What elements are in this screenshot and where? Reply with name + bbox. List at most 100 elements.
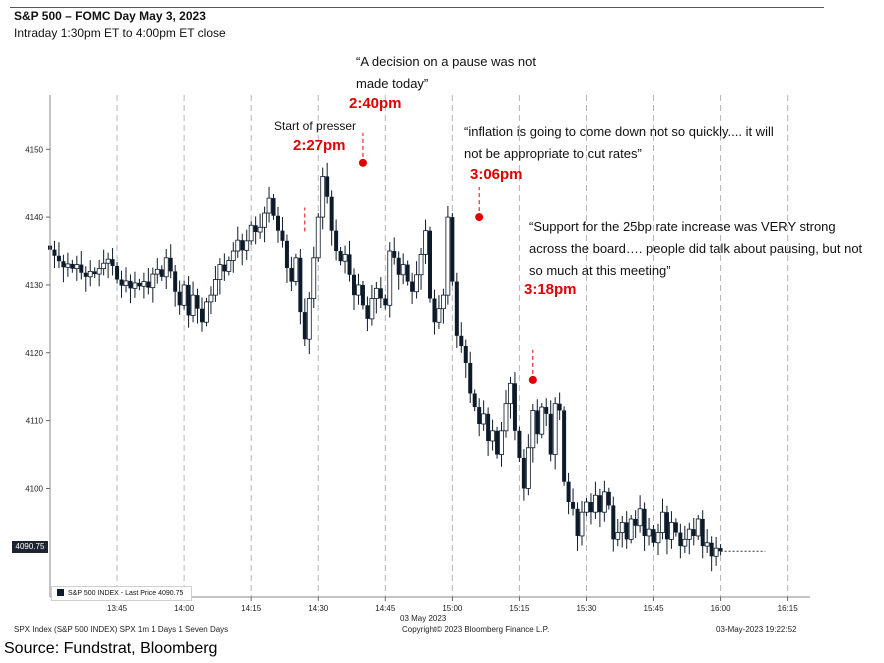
candle-body-up — [266, 197, 272, 214]
candle-body-up — [552, 403, 558, 455]
candle-body-up — [123, 280, 129, 287]
chart-subtitle: Intraday 1:30pm ET to 4:00pm ET close — [14, 26, 226, 40]
candle-body-down — [168, 257, 173, 272]
candle-body-down — [517, 430, 522, 458]
candle-body-down — [378, 288, 383, 299]
candle-body-up — [262, 212, 267, 228]
chart-grid — [116, 95, 789, 597]
support-quote-annotation: “Support for the 25bp rate increase was … — [529, 219, 863, 278]
candle-body-down — [115, 265, 120, 280]
y-tick-label: 4130 — [25, 281, 43, 290]
candle-body-down — [571, 502, 576, 509]
candle-body-up — [525, 447, 531, 489]
x-tick-label: 14:45 — [375, 604, 396, 613]
candle-body-up — [74, 264, 80, 270]
candle-body-up — [96, 268, 102, 275]
candle-body-down — [633, 518, 638, 526]
candle-body-up — [418, 254, 424, 276]
candle-body-down — [360, 284, 365, 306]
candle-body-down — [709, 542, 714, 557]
candle-body-down — [329, 196, 334, 231]
candle-body-up — [356, 284, 361, 296]
candle-body-down — [664, 512, 669, 540]
candle-body-down — [651, 529, 656, 543]
candle-body-down — [276, 215, 280, 231]
candle-body-up — [208, 294, 214, 303]
candle-body-down — [334, 230, 339, 252]
candle-body-up — [132, 282, 138, 289]
candle-body-down — [195, 295, 200, 309]
candle-body-down — [52, 249, 57, 256]
candle-body-down — [159, 269, 164, 277]
candle-body-down — [177, 291, 182, 306]
candle-body-down — [535, 410, 540, 435]
candle-body-up — [503, 403, 509, 432]
candle-body-down — [284, 240, 289, 268]
x-tick-label: 16:15 — [778, 604, 799, 613]
candle-body-up — [445, 216, 451, 296]
candle-body-up — [660, 511, 665, 533]
candle-body-down — [468, 362, 473, 394]
candle-body-down — [428, 230, 432, 299]
candle-body-up — [655, 532, 661, 544]
candle-body-up — [686, 528, 692, 540]
candle-body-up — [257, 226, 263, 233]
candle-body-down — [110, 259, 115, 266]
annotation-markers — [304, 132, 537, 384]
candle-body-down — [222, 264, 227, 272]
candle-body-down — [405, 264, 410, 282]
candle-body-down — [79, 264, 84, 273]
candle-body-down — [548, 413, 553, 455]
candle-body-down — [240, 240, 245, 251]
candle-body-down — [352, 274, 356, 296]
candle-body-down — [486, 413, 491, 441]
candle-body-down — [146, 281, 151, 288]
time-label-240: 2:40pm — [349, 95, 402, 112]
x-tick-label: 15:15 — [509, 604, 530, 613]
candle-body-up — [369, 298, 375, 320]
candle-body-down — [186, 284, 191, 316]
candle-body-up — [637, 508, 643, 527]
candle-body-up — [293, 257, 299, 282]
candle-body-up — [311, 257, 317, 299]
candle-body-up — [423, 230, 428, 255]
candle-body-up — [181, 284, 187, 306]
footer-center: Copyright© 2023 Bloomberg Finance L.P. — [402, 625, 550, 634]
x-tick-label: 14:15 — [241, 604, 262, 613]
candle-body-down — [298, 257, 303, 313]
candle-body-up — [508, 382, 513, 405]
time-label-227: 2:27pm — [293, 137, 346, 154]
candle-body-down — [450, 217, 455, 282]
candle-body-down — [673, 522, 678, 533]
candle-body-up — [150, 273, 156, 289]
footer-date-label: 03 May 2023 — [400, 614, 447, 623]
candle-body-down — [392, 251, 397, 258]
candle-body-up — [619, 521, 625, 533]
candle-body-up — [320, 176, 326, 218]
candle-body-down — [611, 505, 616, 540]
candle-body-up — [226, 260, 232, 272]
candle-body-down — [472, 393, 477, 408]
candle-body-down — [463, 346, 468, 363]
candle-body-up — [105, 258, 111, 264]
candle-body-up — [342, 254, 348, 262]
marker-dot — [358, 158, 367, 167]
y-tick-label: 4110 — [26, 417, 44, 426]
candle-body-down — [137, 282, 142, 287]
x-tick-label: 13:45 — [107, 604, 128, 613]
y-tick-label: 4120 — [25, 349, 43, 358]
candle-body-down — [597, 495, 602, 513]
candle-body-up — [400, 264, 406, 276]
candle-body-up — [481, 413, 487, 425]
time-label-318: 3:18pm — [524, 281, 577, 298]
time-label-306: 3:06pm — [470, 166, 523, 183]
last-price-tag: 4090.75 — [12, 541, 48, 553]
candle-body-up — [499, 430, 504, 455]
candle-body-up — [373, 287, 379, 299]
candle-series — [48, 162, 766, 572]
candle-body-up — [154, 268, 160, 275]
candle-body-up — [204, 301, 209, 323]
x-tick-label: 14:30 — [308, 604, 329, 613]
candle-body-up — [101, 262, 107, 270]
source-note: Source: Fundstrat, Bloomberg — [4, 640, 218, 657]
